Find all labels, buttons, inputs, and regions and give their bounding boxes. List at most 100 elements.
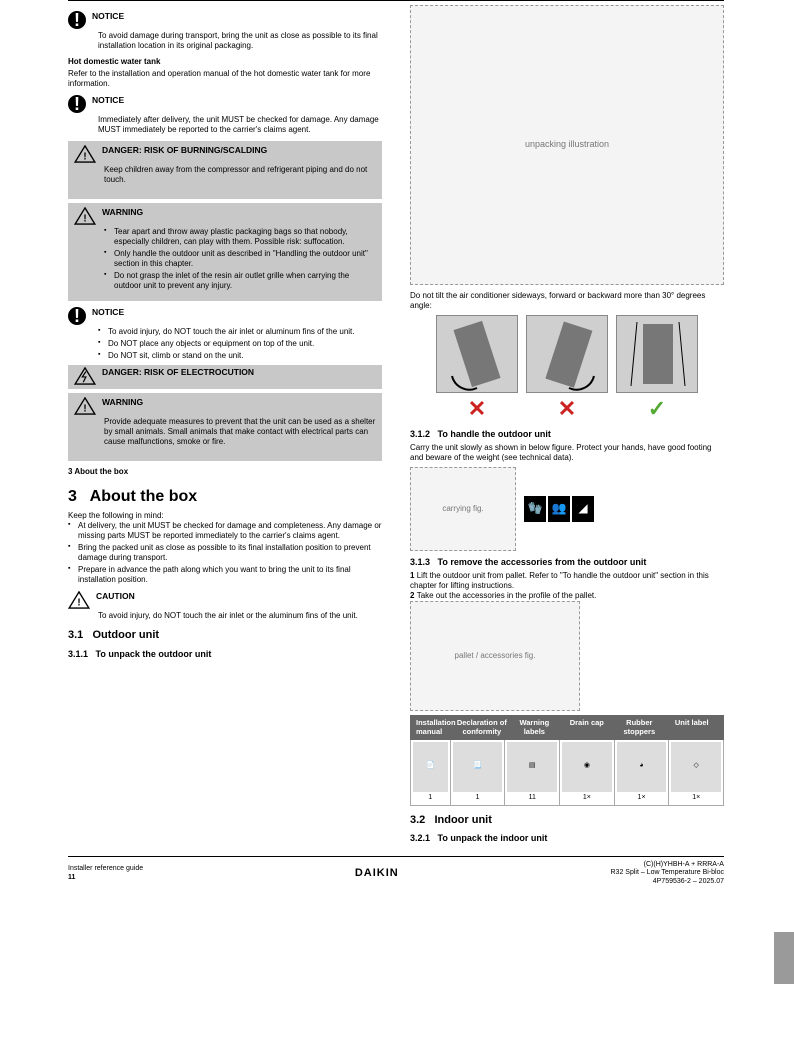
section-callout: 3 About the box: [68, 467, 382, 477]
footer-brand: DAIKIN: [355, 867, 399, 881]
col-header: Warning labels: [508, 718, 560, 737]
list-item: Tear apart and throw away plastic packag…: [104, 227, 376, 247]
list-item: Only handle the outdoor unit as describe…: [104, 249, 376, 269]
svg-text:!: !: [77, 597, 80, 608]
notice-block: ! NOTICE: [68, 11, 382, 29]
intro-text: Keep the following in mind:: [68, 511, 382, 521]
intro-list: At delivery, the unit MUST be checked fo…: [68, 521, 382, 585]
warning-title: WARNING: [102, 207, 143, 218]
h2-text: Indoor unit: [434, 814, 491, 826]
two-person-icon: 👥: [548, 496, 570, 522]
caution-title: CAUTION: [96, 591, 135, 602]
acc-cell: ◕1×: [615, 740, 670, 805]
tilt-box: [616, 315, 698, 393]
h1-num: 3: [68, 488, 77, 505]
h3-text: To handle the outdoor unit: [438, 429, 551, 439]
list-item: At delivery, the unit MUST be checked fo…: [68, 521, 382, 541]
col-header: Declaration of conformity: [456, 718, 508, 737]
acc-step: 1 Lift the outdoor unit from pallet. Ref…: [410, 571, 724, 591]
h3-num: 3.1.2: [410, 429, 430, 439]
warning-block: ! WARNING Provide adequate measures to p…: [68, 393, 382, 461]
list-item: Do NOT sit, climb or stand on the unit.: [98, 351, 382, 361]
cross-icon: ✕: [558, 395, 576, 423]
h2-num: 3.1: [68, 629, 83, 641]
stoppers-icon: ◕: [617, 742, 667, 792]
table-header-row: Installation manual Declaration of confo…: [410, 715, 724, 740]
svg-text:!: !: [83, 151, 86, 162]
notice-title: NOTICE: [92, 307, 124, 318]
h3: 3.1.2 To handle the outdoor unit: [410, 429, 724, 440]
notice-title: NOTICE: [92, 95, 124, 106]
danger-body: Keep children away from the compressor a…: [104, 165, 376, 185]
h2-text: Outdoor unit: [92, 629, 159, 641]
tilt-correct: ✓: [616, 315, 698, 423]
danger-block: DANGER: RISK OF ELECTROCUTION: [68, 365, 382, 389]
tilt-diagram-row: ✕ ✕ ✓: [410, 315, 724, 423]
list-item: Bring the packed unit as close as possib…: [68, 543, 382, 563]
col-header: Rubber stoppers: [613, 718, 665, 737]
footer-right: (C)(H)YHBH-A + RRRA-A R32 Split – Low Te…: [611, 861, 724, 887]
svg-text:!: !: [83, 403, 86, 414]
acc-cell: ◉1×: [560, 740, 615, 805]
electrocution-triangle-icon: [74, 367, 96, 385]
danger-block: ! DANGER: RISK OF BURNING/SCALDING Keep …: [68, 141, 382, 199]
exclamation-icon: !: [74, 307, 80, 325]
unpack-illustration: unpacking illustration: [410, 5, 724, 285]
col-header: Installation manual: [416, 718, 456, 737]
gloves-icon: 🧤: [524, 496, 546, 522]
list-item: Prepare in advance the path along which …: [68, 565, 382, 585]
unit-label-icon: ◇: [671, 742, 721, 792]
danger-title: DANGER: RISK OF BURNING/SCALDING: [102, 145, 267, 156]
acc-cell: 📃1: [451, 740, 506, 805]
notice-block: ! NOTICE: [68, 307, 382, 325]
h3: 3.1.3 To remove the accessories from the…: [410, 557, 724, 568]
warning-list: Tear apart and throw away plastic packag…: [104, 227, 376, 291]
pallet-illustration: pallet / accessories fig.: [410, 601, 580, 711]
h1: 3 About the box: [68, 487, 382, 507]
h3-num: 3.2.1: [410, 833, 430, 843]
h3-text: To unpack the indoor unit: [438, 833, 548, 843]
h3-text: To unpack the outdoor unit: [96, 649, 212, 659]
carry-illustration: carrying fig.: [410, 467, 516, 551]
danger-title: DANGER: RISK OF ELECTROCUTION: [102, 367, 254, 378]
warning-block: ! WARNING Tear apart and throw away plas…: [68, 203, 382, 301]
check-icon: ✓: [648, 395, 666, 423]
accessories-table: Installation manual Declaration of confo…: [410, 715, 724, 806]
page: ! NOTICE To avoid damage during transpor…: [0, 0, 794, 887]
labels-icon: ▤: [507, 742, 557, 792]
h2: 3.1 Outdoor unit: [68, 629, 382, 643]
exclamation-icon: !: [74, 11, 80, 29]
warning-triangle-icon: !: [68, 591, 90, 609]
cross-icon: ✕: [468, 395, 486, 423]
manual-icon: 📄: [413, 742, 448, 792]
notice-icon: !: [68, 11, 86, 29]
notice-body: Immediately after delivery, the unit MUS…: [98, 115, 382, 135]
tilt-text: Do not tilt the air conditioner sideways…: [410, 291, 724, 311]
footer: Installer reference guide 11 DAIKIN (C)(…: [68, 856, 724, 887]
h3: 3.1.1 To unpack the outdoor unit: [68, 649, 382, 660]
tilt-wrong-2: ✕: [526, 315, 608, 423]
drain-cap-icon: ◉: [562, 742, 612, 792]
pictogram-row: 🧤 👥 ◢: [524, 496, 594, 522]
header-rule: [68, 0, 724, 1]
h3: 3.2.1 To unpack the indoor unit: [410, 833, 724, 844]
tilt-box: [436, 315, 518, 393]
side-tab: [774, 932, 794, 984]
notice-body: To avoid damage during transport, bring …: [98, 31, 382, 51]
h2: 3.2 Indoor unit: [410, 814, 724, 828]
exclamation-icon: !: [74, 95, 80, 113]
sub-heading: Hot domestic water tank: [68, 57, 382, 67]
warning-triangle-icon: !: [74, 397, 96, 415]
col-header: Unit label: [666, 718, 718, 737]
list-item: To avoid injury, do NOT touch the air in…: [98, 327, 382, 337]
footing-icon: ◢: [572, 496, 594, 522]
acc-step: 2 Take out the accessories in the profil…: [410, 591, 724, 601]
notice-title: NOTICE: [92, 11, 124, 22]
notice-block: ! NOTICE: [68, 95, 382, 113]
page-number: 11: [68, 874, 75, 881]
notice-icon: !: [68, 95, 86, 113]
footer-right-2: R32 Split – Low Temperature Bi-bloc: [611, 869, 724, 878]
list-item: Do NOT place any objects or equipment on…: [98, 339, 382, 349]
col-header: Drain cap: [561, 718, 613, 737]
svg-text:!: !: [83, 213, 86, 224]
